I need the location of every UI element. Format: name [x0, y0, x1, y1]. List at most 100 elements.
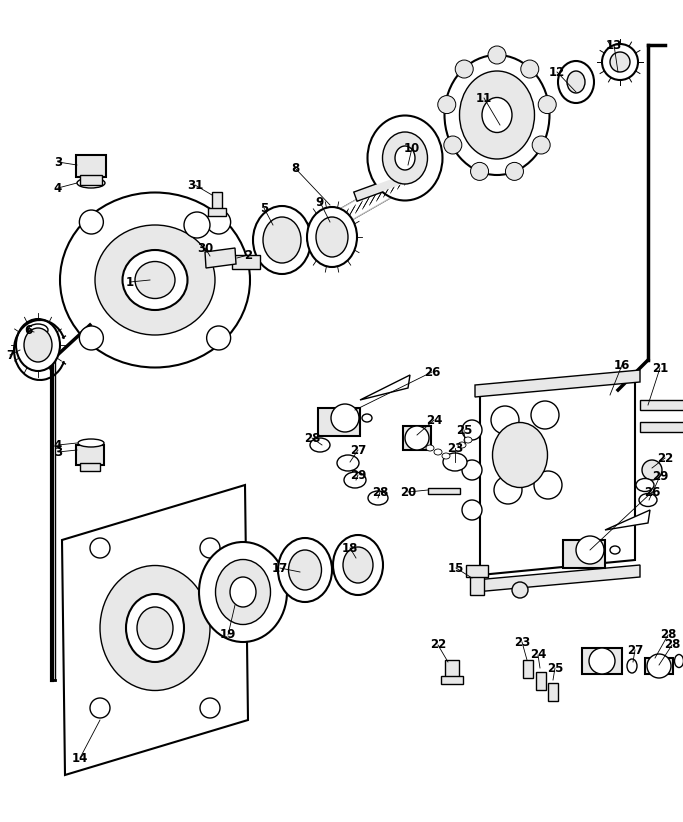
Text: 15: 15 — [448, 561, 464, 575]
Ellipse shape — [482, 98, 512, 132]
Ellipse shape — [135, 261, 175, 298]
Circle shape — [491, 406, 519, 434]
Ellipse shape — [316, 217, 348, 257]
Polygon shape — [475, 565, 640, 592]
Circle shape — [79, 326, 103, 350]
Ellipse shape — [288, 550, 322, 590]
Text: 1: 1 — [126, 275, 134, 289]
Bar — [523, 660, 533, 678]
Text: 28: 28 — [304, 432, 320, 445]
Ellipse shape — [307, 207, 357, 267]
Circle shape — [642, 460, 662, 480]
Text: 28: 28 — [660, 629, 676, 641]
Bar — [232, 255, 260, 269]
Ellipse shape — [627, 659, 637, 673]
Text: 23: 23 — [447, 441, 463, 455]
Ellipse shape — [368, 491, 388, 505]
Bar — [536, 672, 546, 690]
Ellipse shape — [639, 493, 657, 506]
Ellipse shape — [492, 423, 548, 487]
Ellipse shape — [382, 132, 428, 184]
Ellipse shape — [343, 547, 373, 583]
Ellipse shape — [610, 546, 620, 554]
Circle shape — [462, 500, 482, 520]
Ellipse shape — [263, 217, 301, 263]
Circle shape — [79, 210, 103, 234]
Text: 4: 4 — [54, 438, 62, 451]
Text: 28: 28 — [664, 639, 680, 652]
Bar — [466, 565, 488, 577]
Circle shape — [455, 60, 473, 78]
Text: 31: 31 — [187, 178, 203, 192]
Polygon shape — [360, 375, 410, 400]
Text: 3: 3 — [54, 155, 62, 169]
Circle shape — [520, 60, 539, 78]
Bar — [80, 175, 102, 185]
Ellipse shape — [337, 455, 359, 471]
Ellipse shape — [395, 146, 415, 170]
Ellipse shape — [126, 594, 184, 662]
Polygon shape — [475, 370, 640, 397]
Ellipse shape — [460, 71, 535, 159]
Text: 3: 3 — [54, 446, 62, 459]
Circle shape — [207, 326, 231, 350]
Ellipse shape — [443, 453, 467, 471]
Text: 29: 29 — [652, 469, 668, 483]
Bar — [645, 658, 673, 674]
Circle shape — [610, 52, 630, 72]
Text: 10: 10 — [404, 141, 420, 155]
Ellipse shape — [567, 71, 585, 93]
Text: 12: 12 — [549, 66, 565, 78]
Bar — [563, 540, 605, 568]
Text: 26: 26 — [644, 486, 660, 498]
Text: 22: 22 — [430, 639, 446, 652]
Circle shape — [207, 210, 231, 234]
Ellipse shape — [137, 607, 173, 649]
Circle shape — [471, 163, 488, 180]
Text: 26: 26 — [424, 366, 440, 378]
Text: 8: 8 — [291, 161, 299, 174]
Ellipse shape — [24, 328, 52, 362]
Circle shape — [444, 136, 462, 154]
Ellipse shape — [310, 438, 330, 452]
Ellipse shape — [28, 324, 48, 336]
Bar — [76, 445, 104, 465]
Circle shape — [647, 654, 671, 678]
Text: 25: 25 — [456, 423, 472, 436]
Text: 27: 27 — [627, 644, 643, 657]
Circle shape — [505, 163, 523, 180]
Circle shape — [494, 476, 522, 504]
Ellipse shape — [199, 542, 287, 642]
Bar — [548, 683, 558, 701]
Polygon shape — [605, 510, 650, 530]
Text: 22: 22 — [657, 451, 673, 464]
Circle shape — [531, 401, 559, 429]
Ellipse shape — [367, 116, 443, 201]
Circle shape — [90, 538, 110, 558]
Ellipse shape — [344, 472, 366, 488]
Polygon shape — [205, 248, 236, 268]
Circle shape — [602, 44, 638, 80]
Ellipse shape — [445, 55, 550, 175]
Text: 24: 24 — [426, 413, 442, 427]
Text: 11: 11 — [476, 91, 492, 104]
Text: 16: 16 — [614, 358, 630, 372]
Bar — [640, 422, 683, 432]
Circle shape — [488, 46, 506, 64]
Circle shape — [462, 460, 482, 480]
Ellipse shape — [362, 414, 372, 422]
Circle shape — [200, 538, 220, 558]
Polygon shape — [62, 485, 248, 775]
Circle shape — [184, 212, 210, 238]
Text: 29: 29 — [350, 469, 366, 482]
Text: 24: 24 — [530, 649, 546, 662]
Ellipse shape — [458, 442, 466, 448]
Ellipse shape — [95, 225, 215, 335]
Ellipse shape — [558, 61, 594, 103]
Ellipse shape — [78, 439, 104, 447]
Text: 17: 17 — [272, 561, 288, 575]
Ellipse shape — [77, 178, 105, 188]
Ellipse shape — [100, 566, 210, 690]
Circle shape — [200, 698, 220, 718]
Polygon shape — [480, 375, 635, 575]
